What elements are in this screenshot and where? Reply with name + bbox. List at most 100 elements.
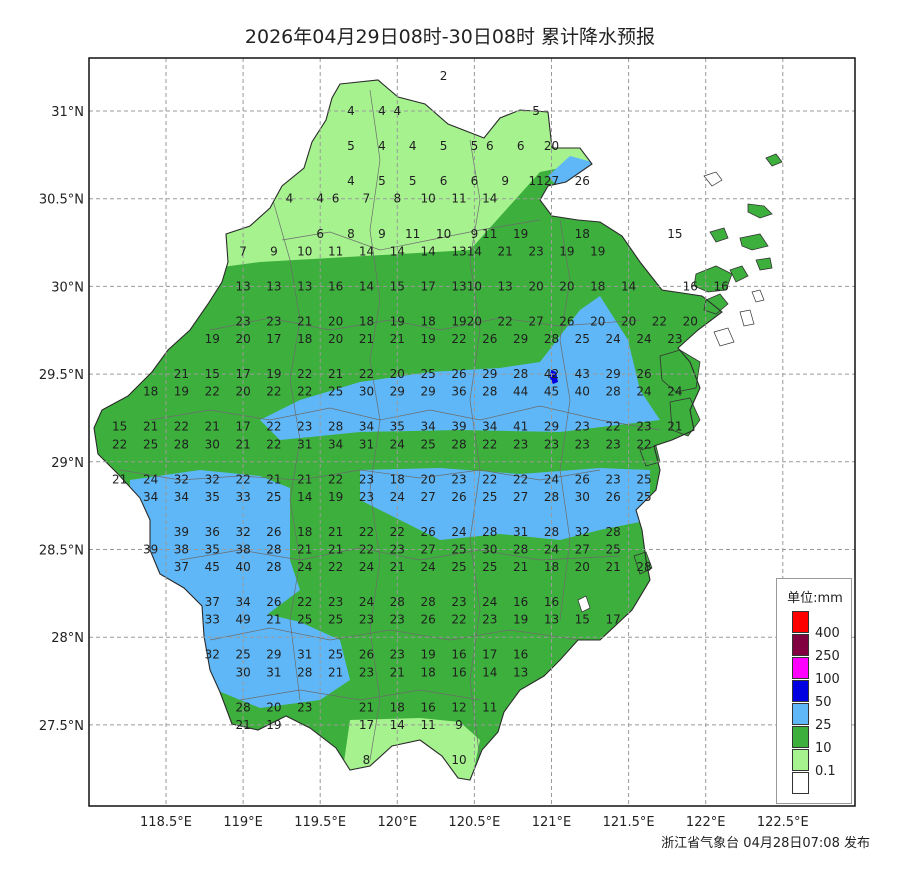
station-value: 28 [544,490,559,504]
station-value: 11 [482,700,497,714]
station-value: 23 [575,437,590,451]
station-value: 41 [513,420,528,434]
station-value: 28 [513,543,528,557]
station-value: 19 [205,332,220,346]
station-value: 22 [498,315,513,329]
station-value: 22 [328,560,343,574]
station-value: 10 [297,244,312,258]
station-value: 17 [266,332,281,346]
station-value: 22 [266,385,281,399]
station-value: 30 [482,543,497,557]
station-value: 35 [205,543,220,557]
station-value: 24 [359,560,374,574]
station-value: 19 [420,648,435,662]
station-value: 23 [359,613,374,627]
station-value: 6 [486,139,494,153]
station-value: 18 [297,332,312,346]
station-value: 21 [235,437,250,451]
station-value: 34 [235,595,250,609]
station-value: 27 [575,543,590,557]
station-value: 25 [143,437,158,451]
station-value: 30 [205,437,220,451]
station-value: 28 [606,385,621,399]
station-value: 22 [513,472,528,486]
station-value: 19 [266,718,281,732]
station-value: 14 [390,244,405,258]
station-value: 22 [359,525,374,539]
station-value: 23 [528,244,543,258]
station-value: 16 [513,648,528,662]
station-value: 16 [451,648,466,662]
station-value: 15 [667,227,682,241]
county-boundaries [119,89,661,761]
station-value: 24 [297,560,312,574]
station-value: 38 [174,543,189,557]
station-value: 20 [544,139,559,153]
station-value: 13 [297,279,312,293]
station-value: 16 [683,279,698,293]
station-value: 12 [451,700,466,714]
station-value: 25 [328,385,343,399]
legend-label: 0.1 [815,764,836,779]
legend-swatch [792,749,809,771]
station-value: 29 [606,367,621,381]
station-value: 28 [451,437,466,451]
station-value: 11 [528,174,543,188]
station-value: 23 [359,490,374,504]
station-value: 35 [390,420,405,434]
station-value: 6 [440,174,448,188]
station-value: 26 [420,525,435,539]
station-value: 37 [205,595,220,609]
map-title: 2026年04月29日08时-30日08时 累计降水预报 [244,26,656,48]
station-value: 22 [606,420,621,434]
station-value: 21 [328,525,343,539]
station-value: 16 [513,595,528,609]
station-value: 25 [636,472,651,486]
station-value: 17 [359,718,374,732]
station-value: 28 [482,385,497,399]
station-value: 25 [451,543,466,557]
longitude-tick-label: 119.5°E [294,815,346,830]
station-value: 21 [297,543,312,557]
station-value: 24 [482,595,497,609]
station-value: 21 [266,472,281,486]
station-value: 21 [266,613,281,627]
station-value: 28 [328,420,343,434]
station-value: 32 [575,525,590,539]
station-value: 34 [143,490,158,504]
station-value: 21 [513,560,528,574]
station-value: 13 [266,279,281,293]
station-value: 26 [266,525,281,539]
station-value: 20 [420,472,435,486]
station-value: 18 [420,315,435,329]
station-value: 17 [606,613,621,627]
legend-label: 25 [815,718,832,733]
station-value: 22 [636,437,651,451]
station-value: 19 [266,367,281,381]
station-value: 11 [420,718,435,732]
station-value: 23 [390,613,405,627]
station-value: 24 [359,595,374,609]
station-value: 13 [544,613,559,627]
station-value: 21 [235,718,250,732]
station-value: 24 [544,543,559,557]
station-value: 11 [328,244,343,258]
station-value: 25 [328,613,343,627]
station-value: 25 [420,437,435,451]
station-value: 22 [359,543,374,557]
station-value: 31 [297,648,312,662]
station-value: 26 [451,367,466,381]
station-value: 5 [409,174,417,188]
legend-swatch [792,680,809,702]
station-value: 14 [359,279,374,293]
longitude-tick-label: 119°E [223,815,263,830]
longitude-tick-label: 120.5°E [448,815,500,830]
station-value: 39 [174,525,189,539]
station-value: 19 [513,227,528,241]
station-value: 20 [683,315,698,329]
station-value: 28 [235,700,250,714]
longitude-tick-label: 122.5°E [757,815,809,830]
station-value: 6 [332,192,340,206]
station-value: 21 [297,472,312,486]
station-value: 45 [544,385,559,399]
